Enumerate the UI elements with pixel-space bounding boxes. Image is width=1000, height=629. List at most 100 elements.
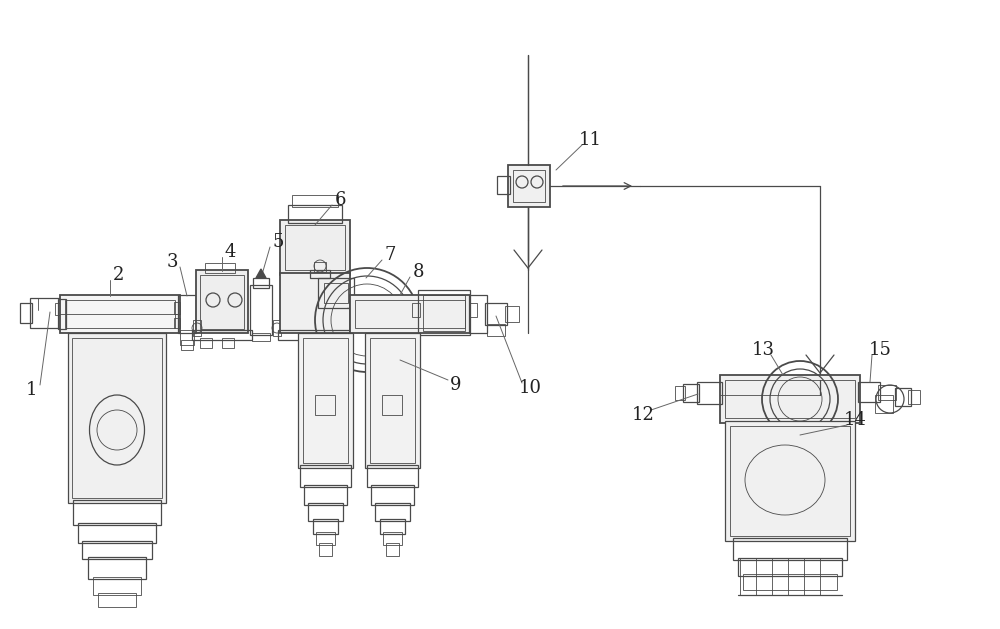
Bar (285, 225, 345, 270)
Bar (895, 388, 911, 406)
Bar (303, 338, 348, 463)
Text: 14: 14 (844, 411, 866, 429)
Bar (192, 330, 252, 340)
Bar (319, 543, 332, 556)
Bar (200, 338, 212, 348)
Bar (725, 380, 855, 418)
Bar (350, 295, 470, 333)
Bar (181, 340, 193, 350)
Bar (250, 285, 272, 335)
Bar (875, 395, 893, 413)
Bar (273, 320, 281, 336)
Bar (371, 485, 414, 505)
Text: 9: 9 (450, 376, 462, 394)
Bar (68, 333, 166, 503)
Bar (278, 330, 352, 340)
Bar (508, 165, 550, 207)
Bar (858, 382, 880, 402)
Bar (733, 538, 847, 560)
Bar (298, 333, 353, 468)
Bar (725, 421, 855, 541)
Bar (497, 176, 510, 194)
Bar (315, 395, 335, 415)
Bar (310, 270, 330, 278)
Text: 5: 5 (272, 233, 284, 251)
Bar (324, 283, 348, 303)
Bar (738, 558, 842, 576)
Bar (386, 543, 399, 556)
Bar (82, 541, 152, 559)
Bar (469, 295, 487, 333)
Polygon shape (256, 269, 266, 278)
Bar (98, 593, 136, 607)
Bar (222, 338, 234, 348)
Text: 4: 4 (224, 243, 236, 261)
Bar (313, 519, 338, 534)
Bar (65, 300, 175, 328)
Bar (88, 557, 146, 579)
Bar (174, 302, 180, 314)
Bar (370, 338, 415, 463)
Bar (382, 395, 402, 415)
Bar (180, 330, 194, 345)
Bar (58, 299, 66, 329)
Bar (314, 262, 326, 272)
Text: 13: 13 (752, 341, 774, 359)
Bar (196, 270, 248, 333)
Bar (365, 333, 420, 468)
Bar (308, 503, 343, 521)
Bar (375, 503, 410, 521)
Bar (908, 390, 920, 404)
Bar (253, 278, 269, 288)
Text: 10: 10 (518, 379, 542, 397)
Bar (178, 295, 196, 333)
Bar (73, 500, 161, 525)
Bar (193, 320, 201, 336)
Bar (318, 278, 354, 308)
Bar (93, 577, 141, 595)
Text: 11: 11 (578, 131, 602, 149)
Bar (683, 384, 699, 402)
Bar (280, 220, 350, 275)
Text: 7: 7 (384, 246, 396, 264)
Bar (383, 532, 402, 545)
Bar (485, 303, 507, 325)
Bar (316, 532, 335, 545)
Bar (743, 574, 837, 590)
Bar (423, 295, 465, 331)
Bar (469, 303, 477, 317)
Bar (304, 485, 347, 505)
Bar (72, 338, 162, 498)
Bar (60, 295, 180, 333)
Text: 12: 12 (632, 406, 654, 424)
Bar (730, 426, 850, 536)
Bar (205, 263, 235, 273)
Bar (697, 382, 722, 404)
Bar (252, 333, 270, 341)
Bar (505, 306, 519, 322)
Bar (288, 205, 342, 223)
Bar (200, 275, 244, 329)
Bar (355, 300, 465, 328)
Bar (513, 170, 545, 202)
Bar (720, 375, 860, 423)
Text: 15: 15 (869, 341, 891, 359)
Text: 3: 3 (166, 253, 178, 271)
Bar (280, 273, 350, 333)
Bar (367, 465, 418, 487)
Text: 8: 8 (412, 263, 424, 281)
Text: 1: 1 (26, 381, 38, 399)
Bar (675, 386, 685, 400)
Bar (292, 195, 338, 207)
Bar (78, 523, 156, 543)
Bar (380, 519, 405, 534)
Bar (55, 303, 63, 315)
Bar (412, 303, 420, 317)
Bar (878, 385, 896, 400)
Bar (20, 303, 32, 323)
Bar (300, 465, 351, 487)
Text: 6: 6 (334, 191, 346, 209)
Bar (418, 290, 470, 335)
Bar (174, 318, 180, 328)
Bar (487, 324, 505, 336)
